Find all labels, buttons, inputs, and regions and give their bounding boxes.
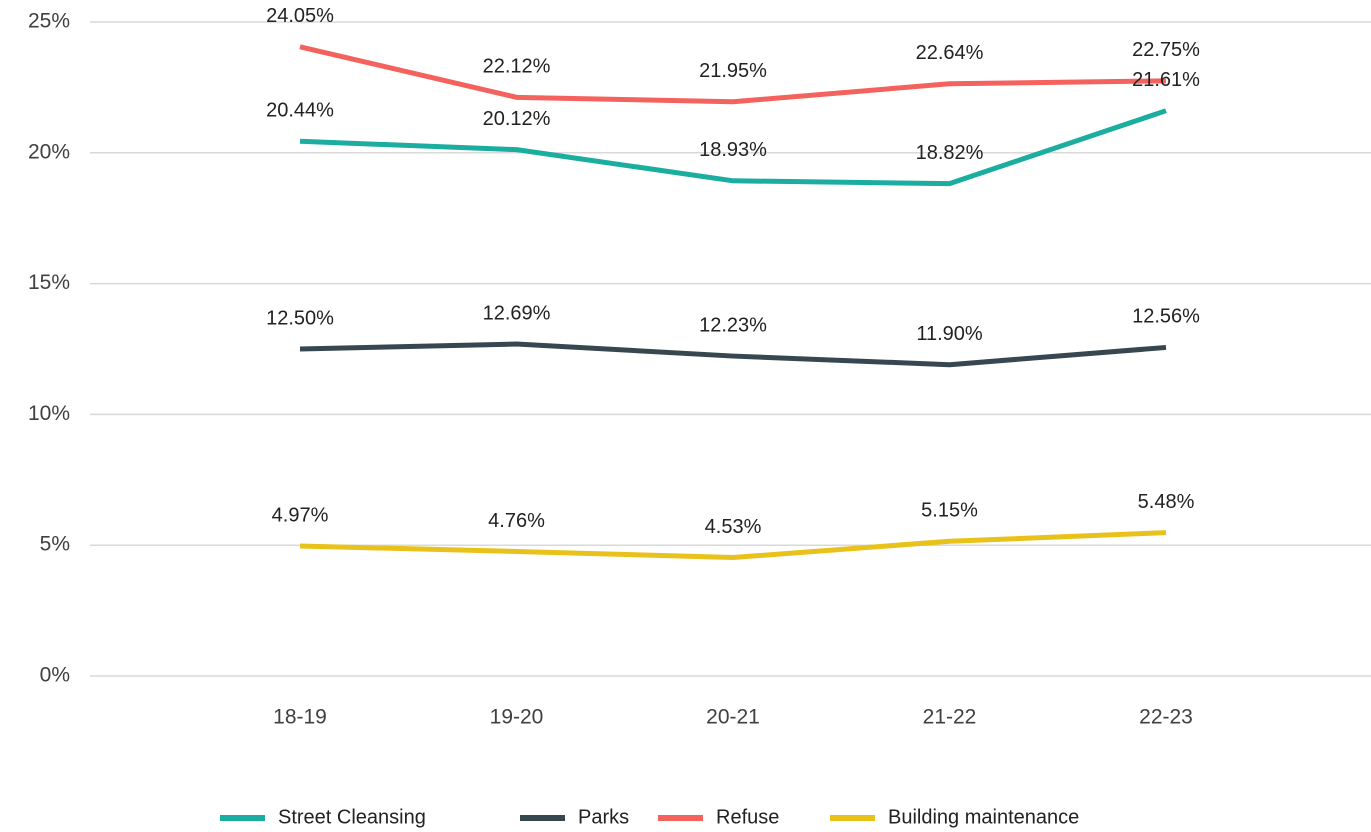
data-label: 4.97%: [272, 504, 329, 526]
data-label: 24.05%: [266, 5, 334, 27]
data-label: 21.61%: [1132, 69, 1200, 91]
legend-label: Street Cleansing: [278, 806, 426, 828]
series-line: [299, 530, 1167, 560]
x-tick-label: 20-21: [706, 706, 760, 729]
data-label: 22.64%: [916, 42, 984, 64]
series-line: [299, 108, 1167, 187]
data-label: 20.12%: [483, 108, 551, 130]
y-tick-label: 20%: [28, 140, 70, 163]
data-label: 11.90%: [916, 323, 983, 345]
data-label: 22.75%: [1132, 39, 1200, 61]
legend-item: Building maintenance: [830, 806, 1079, 828]
data-label: 12.69%: [483, 302, 551, 324]
series-line: [299, 44, 1167, 105]
y-tick-label: 15%: [28, 271, 70, 294]
y-tick-label: 0%: [40, 664, 70, 687]
x-tick-label: 19-20: [490, 706, 544, 729]
data-label: 20.44%: [266, 100, 334, 122]
data-label: 21.95%: [699, 60, 767, 82]
x-tick-label: 22-23: [1139, 706, 1193, 729]
data-label: 22.12%: [483, 56, 551, 78]
legend-label: Refuse: [716, 806, 779, 828]
data-label: 12.56%: [1132, 306, 1200, 328]
legend-item: Refuse: [658, 806, 779, 828]
data-label: 4.76%: [488, 510, 545, 532]
data-label: 12.23%: [699, 314, 767, 336]
y-tick-label: 25%: [28, 10, 70, 33]
x-tick-label: 21-22: [923, 706, 977, 729]
data-label: 5.15%: [921, 500, 978, 522]
data-label: 18.82%: [916, 142, 984, 164]
legend-item: Street Cleansing: [220, 806, 426, 828]
series-line: [299, 341, 1167, 368]
data-label: 4.53%: [705, 516, 762, 538]
x-tick-label: 18-19: [273, 706, 327, 729]
legend-label: Parks: [578, 806, 629, 828]
y-tick-label: 5%: [40, 533, 70, 556]
data-label: 5.48%: [1138, 491, 1195, 513]
data-label: 18.93%: [699, 139, 767, 161]
y-tick-label: 10%: [28, 402, 70, 425]
legend-item: Parks: [520, 806, 629, 828]
legend-label: Building maintenance: [888, 806, 1079, 828]
data-label: 12.50%: [266, 307, 334, 329]
